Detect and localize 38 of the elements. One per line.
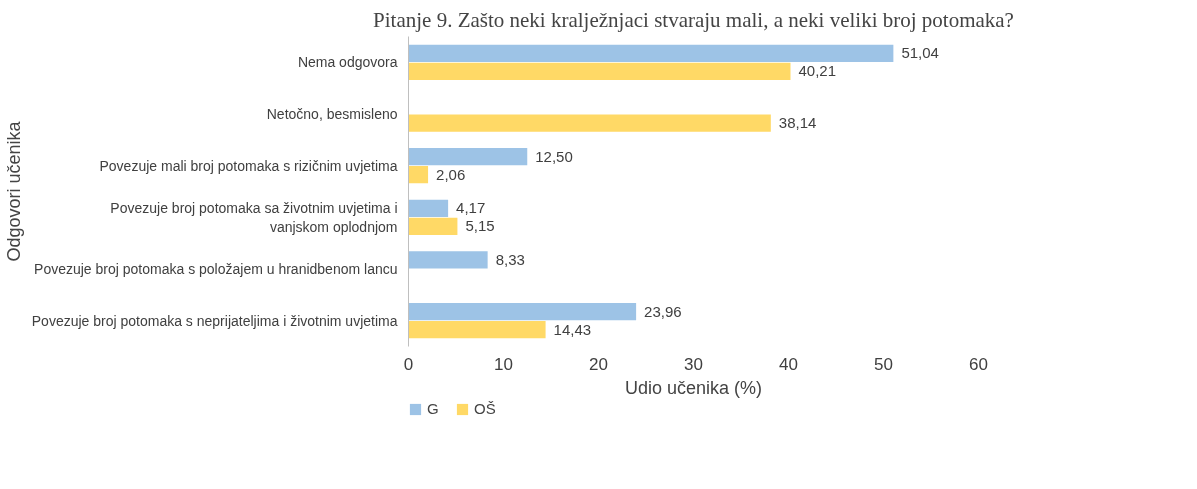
bar [408, 62, 791, 80]
data-label: 12,50 [535, 147, 573, 165]
x-tick-label: 0 [403, 354, 414, 374]
x-tick-label: 50 [874, 354, 893, 374]
y-tick-label: Netočno, besmisleno [266, 106, 398, 122]
y-tick-label: Povezuje broj potomaka s neprijateljima i životnim uvjetima [31, 312, 398, 329]
data-label: 40,21 [798, 62, 837, 80]
bar [408, 148, 528, 166]
bar [408, 114, 771, 132]
data-label: 38,14 [778, 114, 817, 132]
data-label: 2,06 [436, 165, 466, 183]
chart-title: Pitanje 9. Zašto neki kralježnjaci stvaraju mali, a neki veliki broj potomaka? [373, 7, 1014, 32]
bar [408, 251, 488, 269]
data-label: 5,15 [465, 217, 495, 235]
x-tick-label: 40 [779, 354, 798, 374]
y-tick-label: Nema odgovora [297, 54, 398, 71]
bar [408, 303, 637, 321]
bar [408, 44, 894, 62]
data-label: 8,33 [495, 250, 525, 268]
x-tick-label: 10 [494, 354, 513, 374]
y-tick-label: Povezuje mali broj potomaka s rizičnim uvjetima [99, 157, 398, 174]
bar [408, 199, 449, 217]
data-label: 14,43 [553, 320, 592, 338]
x-axis-title: Udio učenika (%) [624, 377, 763, 398]
x-tick-label: 20 [589, 354, 608, 374]
y-tick-label: Povezuje broj potomaka s položajem u hranidbenom lancu [34, 261, 398, 277]
y-axis-title: Odgovori učenika [3, 120, 24, 262]
data-label: 4,17 [456, 199, 486, 217]
x-tick-label: 60 [969, 354, 988, 374]
bar [408, 321, 546, 339]
x-tick-label: 30 [684, 354, 703, 374]
data-label: 23,96 [644, 302, 682, 320]
bar [408, 166, 429, 184]
data-label: 51,04 [901, 44, 939, 62]
legend-label: G [427, 400, 440, 417]
y-tick-label: Povezuje broj potomaka sa životnim uvjetima i vanjskom oplodnjom [110, 199, 398, 235]
bar [408, 217, 458, 235]
legend-label: OŠ [474, 400, 496, 417]
